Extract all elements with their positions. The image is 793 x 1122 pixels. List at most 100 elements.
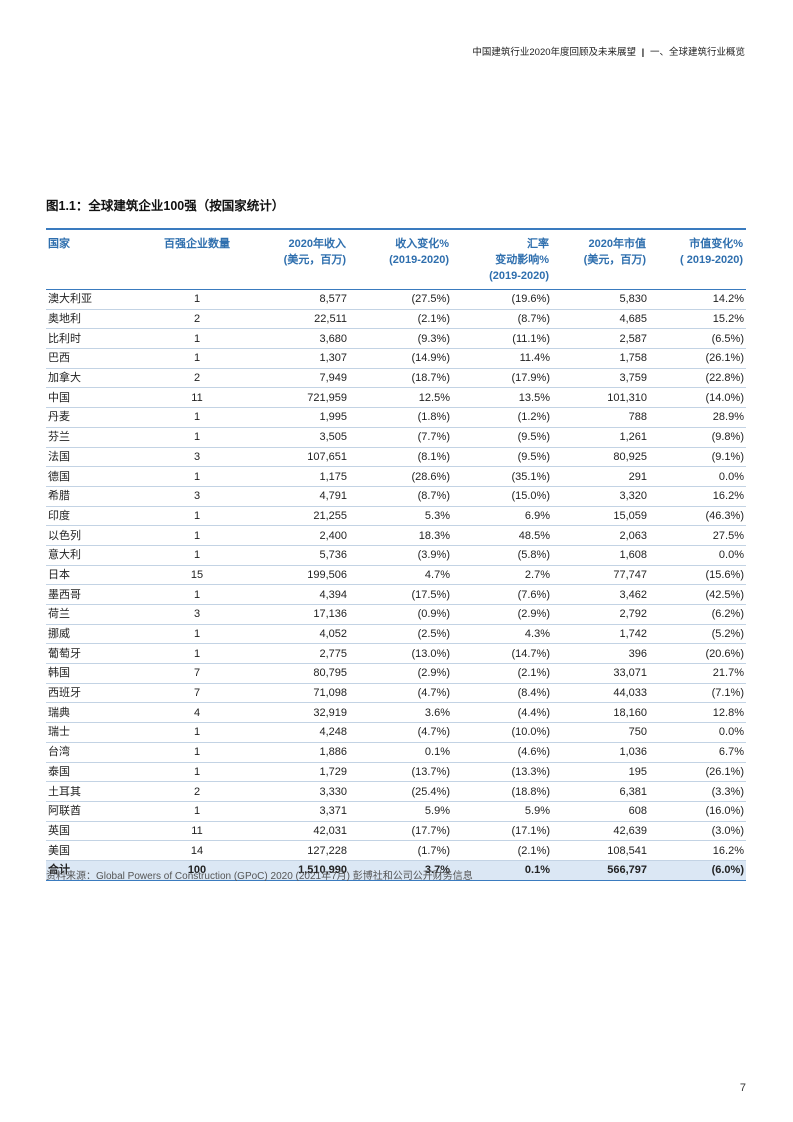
country-table: 国家 百强企业数量 2020年收入 (美元，百万) 收入变化% (2019-2020) 汇率… [46, 228, 746, 881]
table-cell: 44,033 [552, 683, 649, 704]
table-row: 德国 1 1,175 (28.6%) (35.1%) 291 0.0% [46, 466, 746, 487]
table-cell: 27.5% [649, 525, 746, 546]
table-cell: 18.3% [349, 525, 452, 546]
table-cell: 4,248 [253, 722, 349, 743]
table-cell: 西班牙 [46, 683, 141, 704]
table-cell: 3 [141, 486, 253, 507]
table-cell: (3.9%) [349, 545, 452, 566]
column-header-line: (2019-2020) [389, 254, 449, 266]
table-row: 瑞士 1 4,248 (4.7%) (10.0%) 750 0.0% [46, 722, 746, 743]
table-cell: (2.5%) [349, 624, 452, 645]
table-cell: 291 [552, 466, 649, 487]
table-cell: 8,577 [253, 289, 349, 310]
column-header-line: (2019-2020) [489, 270, 549, 282]
table-cell: 1 [141, 762, 253, 783]
table-row: 荷兰 3 17,136 (0.9%) (2.9%) 2,792 (6.2%) [46, 604, 746, 625]
table-cell: (7.7%) [349, 427, 452, 448]
table-cell: 1,886 [253, 742, 349, 763]
table-cell: 5.3% [349, 506, 452, 527]
table-cell: (46.3%) [649, 506, 746, 527]
table-cell: 4,685 [552, 309, 649, 330]
table-cell: 3 [141, 447, 253, 468]
table-cell: (20.6%) [649, 643, 746, 665]
table-cell: 5.9% [349, 801, 452, 822]
table-cell: 1 [141, 328, 253, 350]
table-cell: 0.0% [649, 466, 746, 487]
table-cell: 0.1% [349, 742, 452, 763]
table-cell: (18.7%) [349, 368, 452, 389]
table-cell: 32,919 [253, 702, 349, 724]
table-cell: (17.5%) [349, 584, 452, 605]
table-cell: 1,742 [552, 624, 649, 645]
table-cell: (25.4%) [349, 781, 452, 802]
table-cell: 奥地利 [46, 309, 141, 330]
table-cell: 加拿大 [46, 368, 141, 389]
table-cell: (9.1%) [649, 447, 746, 468]
page-header: 中国建筑行业2020年度回顾及未来展望 | 一、全球建筑行业概览 [472, 44, 745, 58]
table-cell: 3,680 [253, 328, 349, 350]
table-cell: (8.7%) [349, 486, 452, 507]
table-cell: 17,136 [253, 604, 349, 625]
table-cell: 12.5% [349, 387, 452, 409]
table-row: 芬兰 1 3,505 (7.7%) (9.5%) 1,261 (9.8%) [46, 427, 746, 448]
table-cell: 1 [141, 525, 253, 546]
column-header-line: 收入变化% [395, 238, 449, 250]
table-body: 澳大利亚 1 8,577 (27.5%) (19.6%) 5,830 14.2% 奥地利 2 22… [46, 289, 746, 861]
table-cell: (16.0%) [649, 801, 746, 822]
table-cell: 1,729 [253, 762, 349, 783]
table-cell: 4 [141, 702, 253, 724]
column-header: 国家 [46, 228, 141, 290]
table-cell: 2 [141, 368, 253, 389]
table-cell: 5.9% [452, 801, 552, 822]
table-cell: 葡萄牙 [46, 643, 141, 665]
table-cell: 2 [141, 309, 253, 330]
table-row: 加拿大 2 7,949 (18.7%) (17.9%) 3,759 (22.8%) [46, 368, 746, 389]
table-cell: 阿联酋 [46, 801, 141, 822]
table-cell: (4.7%) [349, 683, 452, 704]
table-cell: 1,261 [552, 427, 649, 448]
table-cell: 21.7% [649, 663, 746, 684]
table-cell: 1 [141, 801, 253, 822]
table-cell: (2.9%) [349, 663, 452, 684]
source-note: 资料来源：Global Powers of Construction (GPoC… [46, 871, 473, 882]
table-row: 墨西哥 1 4,394 (17.5%) (7.6%) 3,462 (42.5%) [46, 584, 746, 605]
table-cell: 1 [141, 506, 253, 527]
table-cell: (11.1%) [452, 328, 552, 350]
table-cell: 13.5% [452, 387, 552, 409]
table-cell: (15.0%) [452, 486, 552, 507]
table-cell: 荷兰 [46, 604, 141, 625]
table-cell: 2 [141, 781, 253, 802]
table-row: 法国 3 107,651 (8.1%) (9.5%) 80,925 (9.1%) [46, 447, 746, 468]
table-cell: (42.5%) [649, 584, 746, 605]
column-header-line: (美元，百万) [583, 254, 646, 266]
table-row: 中国 11 721,959 12.5% 13.5% 101,310 (14.0%) [46, 387, 746, 409]
table-cell: (1.7%) [349, 840, 452, 861]
table-cell: (26.1%) [649, 348, 746, 369]
table-cell: 1 [141, 348, 253, 369]
table-row: 泰国 1 1,729 (13.7%) (13.3%) 195 (26.1%) [46, 762, 746, 783]
table-cell: 48.5% [452, 525, 552, 546]
table-cell: (9.5%) [452, 427, 552, 448]
table-cell: 2,792 [552, 604, 649, 625]
table-cell: 2,063 [552, 525, 649, 546]
table-cell: 18,160 [552, 702, 649, 724]
table-cell: 2,400 [253, 525, 349, 546]
table-cell: (2.1%) [452, 663, 552, 684]
table-row: 美国 14 127,228 (1.7%) (2.1%) 108,541 16.2% [46, 840, 746, 861]
total-cell: (6.0%) [649, 859, 746, 881]
column-header: 汇率 变动影响% (2019-2020) [452, 228, 552, 290]
total-cell: 合计 [46, 859, 141, 881]
table-cell: (9.5%) [452, 447, 552, 468]
table-row: 台湾 1 1,886 0.1% (4.6%) 1,036 6.7% [46, 742, 746, 763]
table-cell: 台湾 [46, 742, 141, 763]
table-row: 澳大利亚 1 8,577 (27.5%) (19.6%) 5,830 14.2% [46, 289, 746, 310]
table-cell: 108,541 [552, 840, 649, 861]
table-cell: 11 [141, 387, 253, 409]
table-cell: 2.7% [452, 565, 552, 586]
table-cell: 199,506 [253, 565, 349, 586]
table-row: 印度 1 21,255 5.3% 6.9% 15,059 (46.3%) [46, 506, 746, 527]
header-section: 一、全球建筑行业概览 [649, 47, 745, 58]
table-cell: 721,959 [253, 387, 349, 409]
table-cell: 42,031 [253, 821, 349, 842]
column-header: 市值变化% ( 2019-2020) [649, 228, 746, 290]
